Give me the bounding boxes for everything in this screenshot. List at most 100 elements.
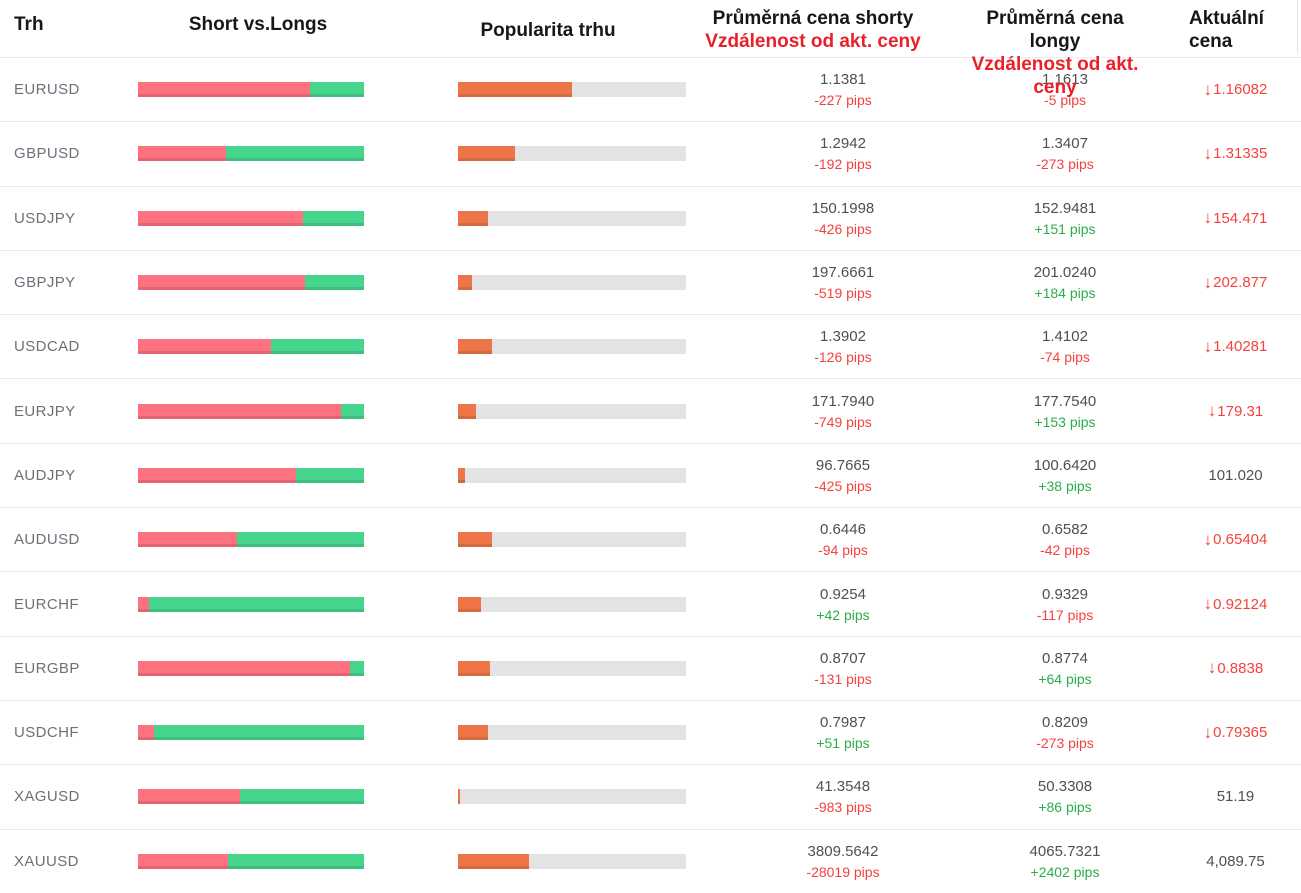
row-spacer: [364, 315, 458, 378]
current-price: 101.020: [1208, 466, 1263, 484]
long-bar-segment: [341, 403, 364, 419]
short-vs-long-track: [138, 532, 364, 548]
current-price: 1.31335: [1213, 145, 1268, 163]
popularity-segment: [458, 725, 488, 741]
popularity-segment: [458, 275, 472, 291]
current-price-cell: ↓ 1.31335: [1170, 122, 1301, 185]
popularity-bar: [458, 637, 686, 700]
popularity-bar: [458, 315, 686, 378]
avg-long-title: Průměrná cena longy: [986, 8, 1124, 52]
avg-long-subtitle: Vzdálenost od akt. ceny: [971, 54, 1139, 98]
table-row: AUDUSD 0.6446 -94 pips 0.6582 -42 pips ↓…: [0, 507, 1301, 571]
avg-short-price: 3809.5642: [807, 842, 879, 860]
short-vs-long-track: [138, 596, 364, 612]
long-bar-segment: [271, 339, 364, 355]
short-vs-long-bar: [138, 637, 364, 700]
avg-long-distance: +2402 pips: [1030, 863, 1100, 880]
current-price-value: ↓ 1.16082: [1204, 80, 1268, 100]
popularity-track: [458, 146, 686, 162]
down-arrow-icon: ↓: [1207, 658, 1217, 678]
popularity-segment: [458, 596, 481, 612]
short-bar-segment: [138, 467, 297, 483]
table-row: XAGUSD 41.3548 -983 pips 50.3308 +86 pip…: [0, 764, 1301, 828]
table-row: AUDJPY 96.7665 -425 pips 100.6420 +38 pi…: [0, 442, 1301, 507]
current-price: 179.31: [1217, 402, 1264, 420]
avg-short-cell: 3809.5642 -28019 pips: [686, 830, 960, 893]
short-vs-long-track: [138, 403, 364, 419]
avg-long-price: 152.9481: [1033, 199, 1097, 217]
avg-long-cell: 152.9481 +151 pips: [960, 187, 1170, 250]
current-price-cell: ↓ 154.471: [1170, 187, 1301, 250]
avg-short-price: 150.1998: [811, 199, 875, 217]
long-bar-segment: [153, 725, 364, 741]
popularity-bar: [458, 444, 686, 507]
long-bar-segment: [305, 275, 364, 291]
row-spacer: [364, 508, 458, 571]
current-price-value: ↓101.020: [1208, 467, 1262, 484]
current-price-cell: ↓101.020: [1170, 444, 1301, 507]
current-price-value: ↓ 202.877: [1204, 273, 1268, 293]
table-header: Trh Short vs.Longs Popularita trhu Průmě…: [0, 0, 1301, 98]
popularity-segment: [458, 146, 515, 162]
short-vs-long-track: [138, 339, 364, 355]
avg-short-distance: -192 pips: [814, 156, 872, 173]
avg-short-price: 197.6661: [811, 264, 875, 282]
long-bar-segment: [228, 853, 364, 869]
market-label: XAUUSD: [14, 852, 79, 870]
avg-long-distance: -42 pips: [1040, 542, 1090, 559]
short-vs-long-bar: [138, 830, 364, 893]
avg-long-price: 0.8774: [1042, 649, 1088, 667]
current-price: 0.65404: [1213, 531, 1268, 549]
current-price-cell: ↓ 202.877: [1170, 251, 1301, 314]
avg-short-distance: -131 pips: [814, 670, 872, 687]
avg-short-distance: +42 pips: [816, 606, 870, 623]
table-row: EURCHF 0.9254 +42 pips 0.9329 -117 pips …: [0, 571, 1301, 635]
avg-short-price: 0.6446: [820, 521, 866, 539]
market-label: AUDUSD: [14, 531, 80, 549]
avg-long-cell: 1.1613 -5 pips: [960, 58, 1170, 121]
current-price-cell: ↓ 1.40281: [1170, 315, 1301, 378]
short-vs-long-track: [138, 82, 364, 98]
avg-short-price: 1.3902: [820, 328, 866, 346]
current-price: 202.877: [1213, 274, 1268, 292]
row-spacer: [364, 187, 458, 250]
popularity-segment: [458, 403, 477, 419]
short-bar-segment: [138, 532, 238, 548]
avg-short-price: 96.7665: [815, 456, 871, 474]
down-arrow-icon: ↓: [1203, 336, 1213, 356]
market-label: EURGBP: [14, 659, 80, 677]
avg-short-distance: -426 pips: [814, 220, 872, 237]
short-vs-long-bar: [138, 765, 364, 828]
table-row: GBPJPY 197.6661 -519 pips 201.0240 +184 …: [0, 249, 1301, 314]
market-label: USDCHF: [14, 724, 79, 742]
row-spacer: [364, 765, 458, 828]
current-price-value: ↓ 0.92124: [1204, 594, 1268, 614]
down-arrow-icon: ↓: [1203, 529, 1213, 549]
long-bar-segment: [226, 146, 364, 162]
table-body: EURUSD 1.1381 -227 pips 1.1613 -5 pips ↓…: [0, 57, 1301, 893]
short-vs-long-bar: [138, 508, 364, 571]
current-price-value: ↓ 0.79365: [1204, 723, 1268, 743]
short-vs-long-bar: [138, 701, 364, 764]
avg-long-distance: +86 pips: [1038, 799, 1092, 816]
avg-long-cell: 0.8774 +64 pips: [960, 637, 1170, 700]
column-header-market: Trh: [14, 14, 44, 35]
current-price-value: ↓ 179.31: [1208, 401, 1263, 421]
popularity-bar: [458, 379, 686, 442]
short-vs-long-bar: [138, 379, 364, 442]
avg-long-distance: -74 pips: [1040, 349, 1090, 366]
avg-long-cell: 1.4102 -74 pips: [960, 315, 1170, 378]
current-price-cell: ↓ 1.16082: [1170, 58, 1301, 121]
avg-long-price: 177.7540: [1033, 392, 1097, 410]
short-vs-long-bar: [138, 251, 364, 314]
avg-short-cell: 150.1998 -426 pips: [686, 187, 960, 250]
popularity-track: [458, 853, 686, 869]
avg-long-price: 0.9329: [1042, 585, 1088, 603]
popularity-segment: [458, 467, 465, 483]
short-bar-segment: [138, 82, 310, 98]
short-vs-long-bar: [138, 58, 364, 121]
table-row: EURGBP 0.8707 -131 pips 0.8774 +64 pips …: [0, 635, 1301, 700]
table-row: EURJPY 171.7940 -749 pips 177.7540 +153 …: [0, 378, 1301, 442]
table-row: EURUSD 1.1381 -227 pips 1.1613 -5 pips ↓…: [0, 57, 1301, 121]
row-spacer: [364, 701, 458, 764]
